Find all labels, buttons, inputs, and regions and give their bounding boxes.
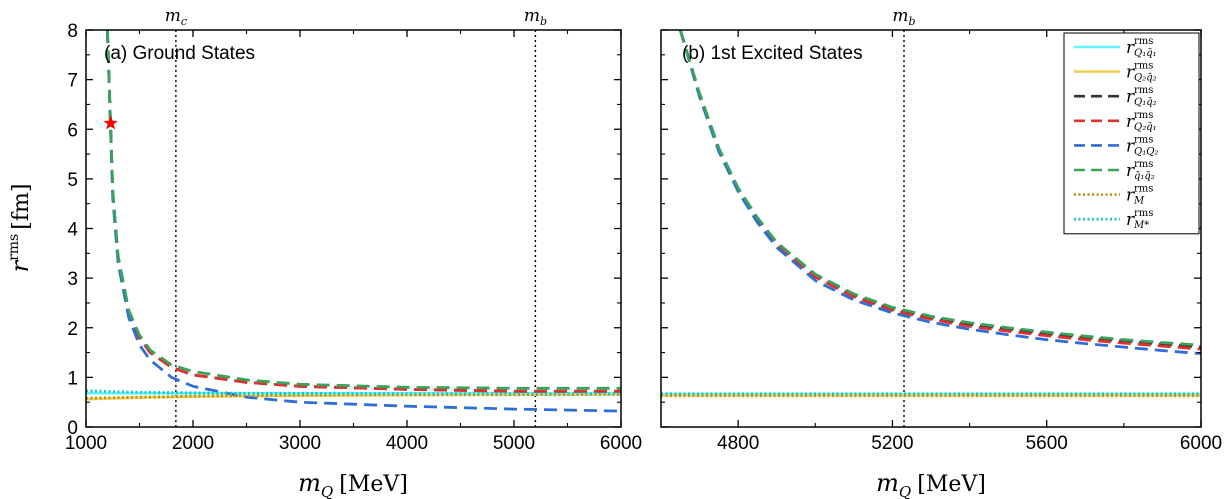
y-tick-label: 8 xyxy=(67,21,78,42)
x-tick-label: 3000 xyxy=(279,433,321,454)
y-tick-label: 6 xyxy=(67,120,78,141)
legend-label-sub: Q₂q̄₁ xyxy=(1134,122,1157,133)
series-line-qbar1qbar2 xyxy=(106,30,621,390)
vline-layer: mb xyxy=(892,6,916,427)
x-tick-label: 4800 xyxy=(717,433,759,454)
legend-label-sub: Q₁q̄₁ xyxy=(1134,48,1157,59)
legend-label-sup: rms xyxy=(1134,208,1153,219)
star-marker xyxy=(103,115,118,130)
legend-label-sub: Q₂q̄₂ xyxy=(1134,73,1157,84)
y-tick-label: 4 xyxy=(67,220,78,241)
x-axis-label-unit: [MeV] xyxy=(339,472,408,497)
tick-layer: 1000 2000 3000 4000 5000 6000 0 1 2 3 4 5 6 7 8 xyxy=(65,21,642,454)
x-axis-label: mQ [MeV] xyxy=(298,469,408,499)
vline-label-mb: mb xyxy=(524,6,547,28)
y-axis-label-sup: rms xyxy=(6,234,22,261)
legend-label-r: r xyxy=(1126,186,1135,206)
y-axis-label-var: r xyxy=(6,259,34,272)
x-tick-label: 1000 xyxy=(65,433,107,454)
legend-label-sub: Q₁q̄₂ xyxy=(1134,97,1157,108)
x-tick-label: 5200 xyxy=(871,433,913,454)
legend-label-r: r xyxy=(1126,136,1135,156)
legend-label-sub: M xyxy=(1133,196,1145,207)
legend-label-sup: rms xyxy=(1134,159,1153,170)
x-tick-label: 6000 xyxy=(600,433,642,454)
series-line-Q2qbar1 xyxy=(106,30,621,393)
series-line-Q1qbar2 xyxy=(106,30,621,393)
series-line-qbar1qbar2 xyxy=(678,30,1201,347)
legend-label-r: r xyxy=(1126,63,1135,83)
vline-layer: mc mb xyxy=(165,6,547,427)
x-tick-label: 5600 xyxy=(1026,433,1068,454)
chart-panel-excited-states: mb 4800 5200 5600 6000 (b) 1st Excited Stat… xyxy=(660,6,1222,499)
svg-text:rrms[fm]: rrms [fm] xyxy=(6,184,34,273)
y-axis-label-unit: [fm] xyxy=(9,184,34,230)
series-line-Q1Q2 xyxy=(678,30,1201,355)
y-tick-label: 1 xyxy=(67,368,78,389)
legend-label-sup: rms xyxy=(1134,85,1153,96)
series-line-Q1Q2 xyxy=(106,30,621,413)
y-tick-label: 0 xyxy=(67,418,78,439)
x-axis-label-sub: Q xyxy=(899,483,911,499)
y-tick-label: 3 xyxy=(67,269,78,290)
x-tick-label: 4000 xyxy=(386,433,428,454)
legend-label-sub: Q₁Q₂ xyxy=(1134,146,1158,157)
x-axis-label-var: m xyxy=(876,469,899,497)
legend-label-r: r xyxy=(1126,112,1135,132)
legend-label-sub: q̄₁q̄₂ xyxy=(1134,171,1155,182)
series-line-Q1qbar2 xyxy=(678,30,1201,349)
y-axis-label: rrms [fm] xyxy=(6,184,34,273)
y-tick-label: 2 xyxy=(67,319,78,340)
legend-label-r: r xyxy=(1126,87,1135,107)
vline-label-mb: mb xyxy=(892,6,915,28)
vline-label-mc: mc xyxy=(165,6,187,28)
x-axis-label-var: m xyxy=(298,469,321,497)
x-tick-label: 5000 xyxy=(493,433,535,454)
chart-panel-ground-states: mc mb 1000 2000 3000 4000 5000 6000 0 1 2 3 4 5 6 7 8 (… xyxy=(65,6,642,499)
series-layer xyxy=(661,30,1201,398)
legend-label-sup: rms xyxy=(1134,110,1153,121)
series-layer xyxy=(86,30,621,413)
plot-frame xyxy=(85,29,622,428)
legend-label-sup: rms xyxy=(1134,61,1153,72)
series-line-Q2qbar1 xyxy=(678,30,1201,351)
svg-text:mQ[MeV]: mQ [MeV] xyxy=(298,469,408,499)
y-tick-label: 5 xyxy=(67,170,78,191)
legend-label-sub: M* xyxy=(1133,220,1149,231)
x-tick-label: 6000 xyxy=(1180,433,1222,454)
tick-layer: 4800 5200 5600 6000 xyxy=(660,29,1222,454)
panel-title: (a) Ground States xyxy=(104,43,255,64)
y-tick-label: 7 xyxy=(67,71,78,92)
marker-layer xyxy=(103,115,118,130)
series-line-Mstar xyxy=(86,389,621,396)
legend-label-sup: rms xyxy=(1134,184,1153,195)
legend-label-sup: rms xyxy=(1134,134,1153,145)
legend-label-r: r xyxy=(1126,38,1135,58)
panel-title: (b) 1st Excited States xyxy=(682,43,863,64)
x-axis-label-sub: Q xyxy=(321,483,333,499)
x-axis-label-unit: [MeV] xyxy=(917,472,986,497)
legend-label-sup: rms xyxy=(1134,36,1153,47)
legend-label-r: r xyxy=(1126,161,1135,181)
x-tick-label: 2000 xyxy=(172,433,214,454)
svg-text:mQ[MeV]: mQ [MeV] xyxy=(876,469,986,499)
legend-label-r: r xyxy=(1126,210,1135,230)
legend-box xyxy=(1063,32,1200,235)
x-axis-label: mQ [MeV] xyxy=(876,469,986,499)
